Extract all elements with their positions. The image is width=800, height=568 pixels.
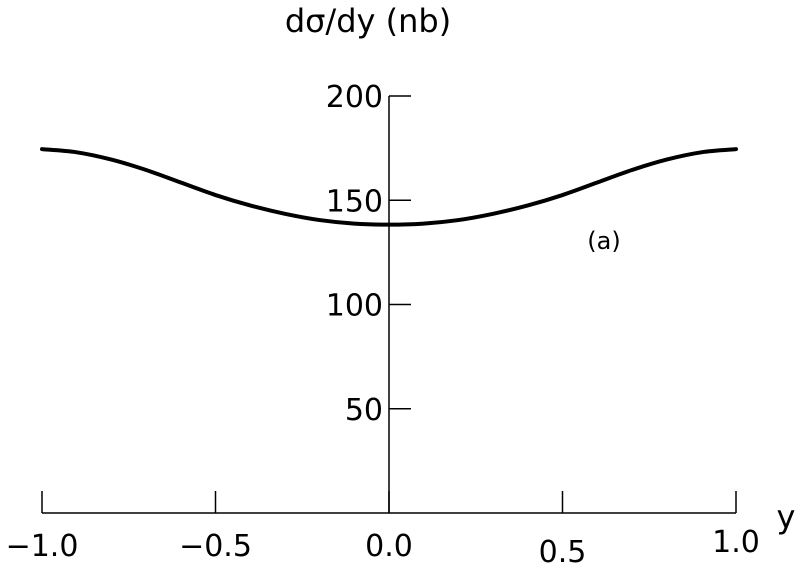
x-tick-label: 0.0 [365,529,413,564]
y-tick-label: 50 [345,393,383,428]
series-layer [40,147,738,227]
y-tick-label: 100 [326,289,383,324]
y-tick-label: 150 [326,184,383,219]
x-tick-label: −0.5 [179,529,252,564]
x-tick-label: 1.0 [712,525,760,560]
x-axis: −1.0 −0.5 0.0 0.5 1.0 [6,491,760,568]
x-tick-label: −1.0 [6,529,79,564]
y-axis-title: dσ/dy (nb) [285,2,451,40]
y-axis: 50 100 150 200 [326,80,411,513]
x-axis-title: y [777,498,796,536]
panel-label: (a) [587,227,620,255]
x-tick-label: 0.5 [539,535,587,568]
series-line [40,147,738,227]
y-tick-label: 200 [326,80,383,115]
